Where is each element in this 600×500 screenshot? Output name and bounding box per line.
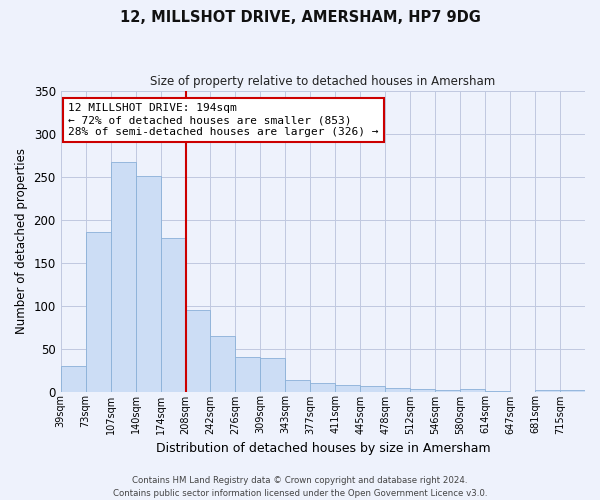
Bar	[136, 176, 161, 392]
Bar	[235, 357, 260, 392]
Bar	[385, 388, 410, 392]
X-axis label: Distribution of detached houses by size in Amersham: Distribution of detached houses by size …	[155, 442, 490, 455]
Bar	[110, 162, 136, 392]
Bar	[310, 383, 335, 392]
Bar	[86, 232, 110, 392]
Bar	[485, 390, 510, 392]
Title: Size of property relative to detached houses in Amersham: Size of property relative to detached ho…	[150, 75, 496, 88]
Bar	[335, 386, 360, 392]
Bar	[185, 310, 211, 392]
Bar	[286, 380, 310, 392]
Bar	[260, 358, 286, 392]
Bar	[460, 389, 485, 392]
Bar	[535, 390, 560, 392]
Text: 12 MILLSHOT DRIVE: 194sqm
← 72% of detached houses are smaller (853)
28% of semi: 12 MILLSHOT DRIVE: 194sqm ← 72% of detac…	[68, 104, 379, 136]
Bar	[435, 390, 460, 392]
Bar	[360, 386, 385, 392]
Bar	[61, 366, 86, 392]
Bar	[161, 238, 185, 392]
Bar	[560, 390, 585, 392]
Bar	[211, 336, 235, 392]
Bar	[410, 389, 435, 392]
Text: Contains HM Land Registry data © Crown copyright and database right 2024.
Contai: Contains HM Land Registry data © Crown c…	[113, 476, 487, 498]
Y-axis label: Number of detached properties: Number of detached properties	[15, 148, 28, 334]
Text: 12, MILLSHOT DRIVE, AMERSHAM, HP7 9DG: 12, MILLSHOT DRIVE, AMERSHAM, HP7 9DG	[119, 10, 481, 25]
